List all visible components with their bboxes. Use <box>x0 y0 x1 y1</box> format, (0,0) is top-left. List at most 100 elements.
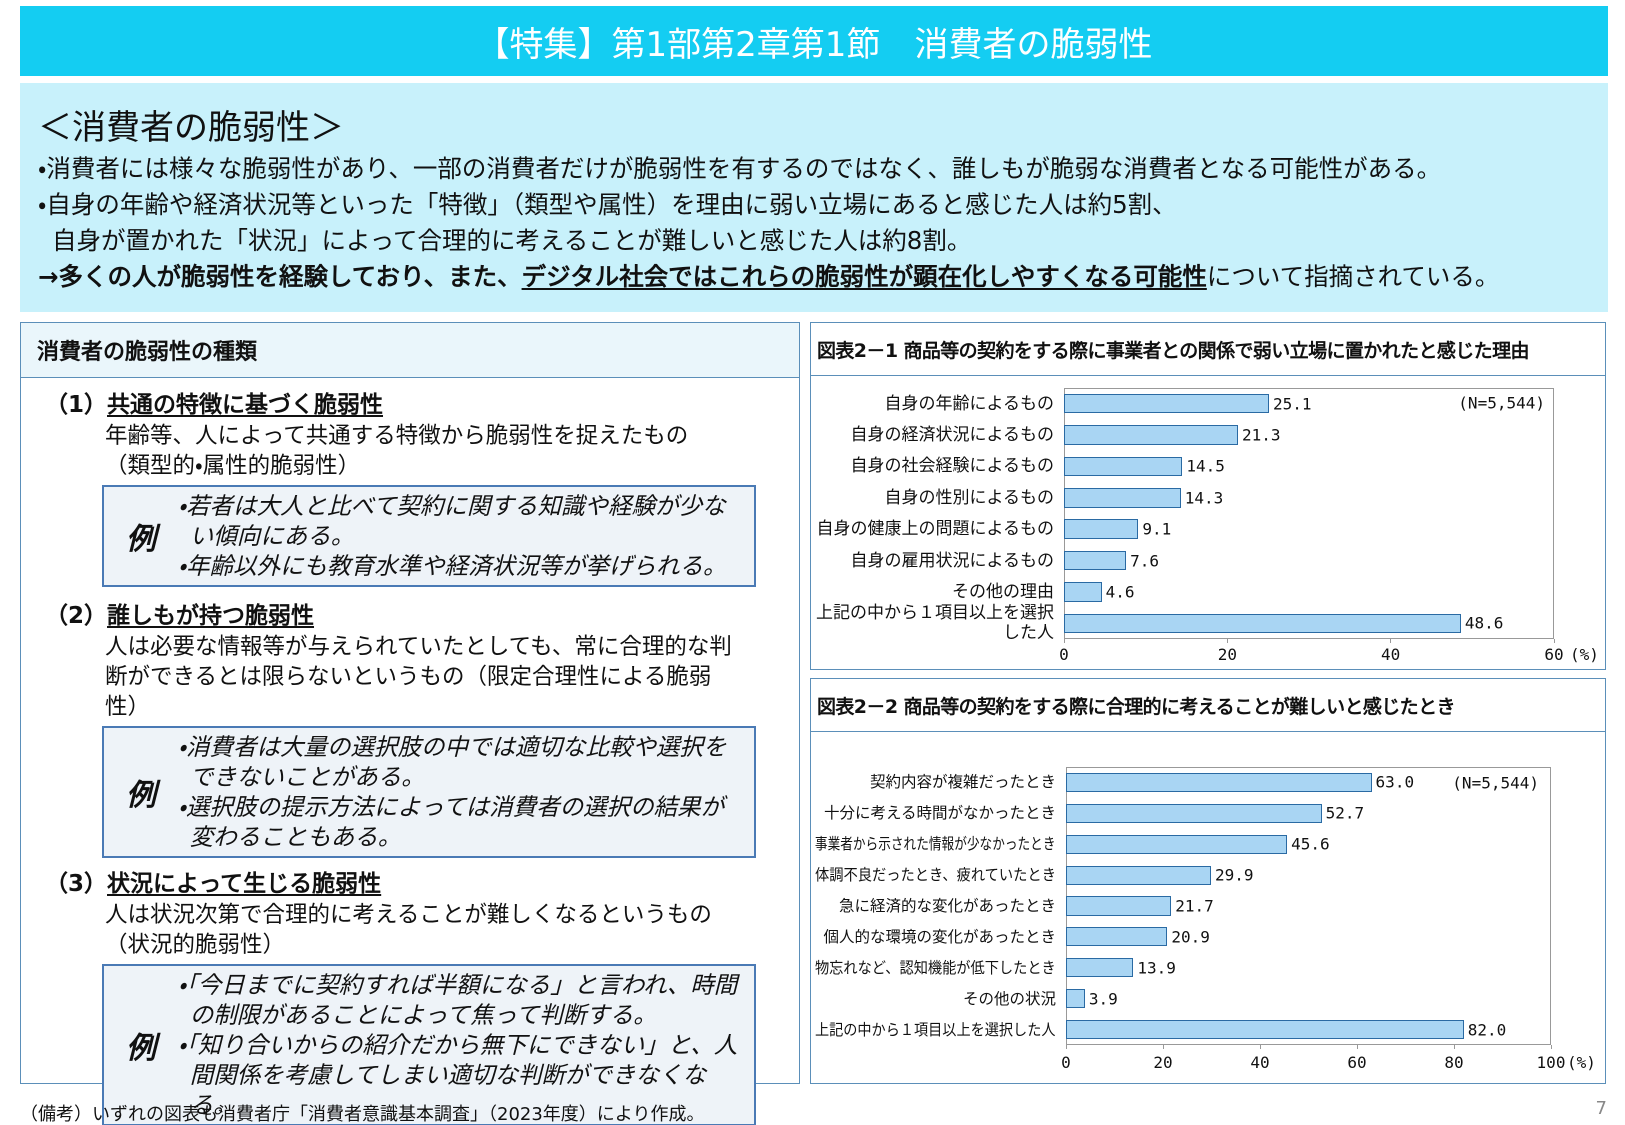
section-description: 年齢等、人によって共通する特徴から脆弱性を捉えたもの <box>105 423 689 449</box>
example-item: ・年齢以外にも教育水準や経済状況等が挙げられる。 <box>178 552 727 580</box>
x-tick-label: 60 <box>1544 645 1564 664</box>
example-box: 例・消費者は大量の選択肢の中では適切な比較や選択をできないことがある。 ・選択肢の… <box>102 726 756 858</box>
value-label: 48.6 <box>1464 613 1504 633</box>
category-label: 物忘れなど、認知機能が低下したとき <box>815 958 1056 977</box>
value-label: 14.5 <box>1186 456 1225 476</box>
bar <box>1066 803 1322 823</box>
example-label: 例 <box>126 522 156 557</box>
panel-title: 消費者の脆弱性の種類 <box>21 323 799 378</box>
category-label: 契約内容が複雑だったとき <box>869 773 1056 792</box>
value-label: 21.3 <box>1241 425 1281 445</box>
example-item: ・消費者は大量の選択肢の中では適切な比較や選択をできないことがある。 <box>178 733 727 791</box>
tick-mark <box>1162 1045 1164 1049</box>
section-title: 誰しもが持つ脆弱性 <box>107 603 315 629</box>
example-box: 例・「今日までに契約すれば半額になる」と言われ、時間の制限があることによって焦っ… <box>102 964 756 1125</box>
tick-mark <box>1356 1045 1358 1049</box>
sample-size-note: (N=5,544) <box>1458 393 1545 413</box>
x-tick-label: 40 <box>1381 645 1401 664</box>
x-tick-label: 20 <box>1217 645 1237 664</box>
summary-bullet: ・消費者には様々な脆弱性があり、一部の消費者だけが脆弱性を有するのではなく、誰し… <box>38 154 1442 183</box>
category-label: 自身の健康上の問題によるもの <box>816 519 1055 540</box>
section-heading: （3）状況によって生じる脆弱性 <box>45 868 799 900</box>
section-number: （2） <box>45 603 108 629</box>
tick-mark <box>1063 639 1065 643</box>
category-label: 十分に考える時間がなかったとき <box>823 804 1056 823</box>
example-list: ・消費者は大量の選択肢の中では適切な比較や選択をできないことがある。 ・選択肢の提… <box>178 732 746 852</box>
value-label: 63.0 <box>1375 772 1415 792</box>
sample-size-note: (N=5,544) <box>1452 773 1539 793</box>
section: （2）誰しもが持つ脆弱性 人は必要な情報等が与えられていたとしても、常に合理的な判… <box>21 600 799 858</box>
value-label: 25.1 <box>1272 394 1312 414</box>
value-label: 7.6 <box>1130 551 1159 571</box>
category-label: 自身の雇用状況によるもの <box>850 550 1055 571</box>
plot-frame <box>1064 388 1554 639</box>
bar <box>1064 582 1102 602</box>
summary-box: ＜消費者の脆弱性＞ ・消費者には様々な脆弱性があり、一部の消費者だけが脆弱性を有… <box>20 83 1608 312</box>
example-label: 例 <box>126 1031 156 1066</box>
section-description: 人は必要な情報等が与えられていたとしても、常に合理的な判断ができるとは限らないと… <box>105 634 732 720</box>
axis-unit: (%) <box>1570 645 1599 664</box>
bar <box>1064 613 1461 634</box>
vulnerability-types-panel: 消費者の脆弱性の種類 （1）共通の特徴に基づく脆弱性 年齢等、人によって共通する特… <box>20 322 800 1125</box>
category-label: 自身の性別によるもの <box>884 487 1055 508</box>
x-tick-label: 0 <box>1061 1053 1071 1072</box>
category-label: 急に経済的な変化があったとき <box>838 897 1056 915</box>
value-label: 4.6 <box>1105 582 1135 602</box>
bar <box>1064 425 1238 445</box>
section-description: （状況的脆弱性） <box>105 932 286 958</box>
page-number: 7 <box>1595 1098 1607 1119</box>
summary-bullet-continued: 自身が置かれた「状況」によって合理的に考えることが難しいと感じた人は約8割。 <box>52 226 972 255</box>
section-number: （1） <box>45 392 108 418</box>
section-description: 人は状況次第で合理的に考えることが難しくなるというもの <box>105 902 712 928</box>
category-label: 自身の経済状況によるもの <box>850 425 1055 446</box>
chart-title: 図表2－2 商品等の契約をする際に合理的に考えることが難しいと感じたとき <box>811 679 1605 732</box>
example-list: ・「今日までに契約すれば半額になる」と言われ、時間の制限があることによって焦って… <box>178 970 746 1120</box>
bar <box>1066 772 1372 792</box>
example-list: ・若者は大人と比べて契約に関する知識や経験が少ない傾向にある。 ・年齢以外にも教育… <box>178 491 746 581</box>
section-heading: （1）共通の特徴に基づく脆弱性 <box>45 389 799 421</box>
tick-mark <box>1553 639 1555 643</box>
x-tick-label: 0 <box>1059 645 1069 664</box>
section-heading: （2）誰しもが持つ脆弱性 <box>45 600 799 632</box>
tick-mark <box>1226 639 1228 643</box>
value-label: 14.3 <box>1184 488 1224 508</box>
value-label: 45.6 <box>1291 834 1330 854</box>
category-label: 自身の年齢によるもの <box>884 393 1055 414</box>
sections: （1）共通の特徴に基づく脆弱性 年齢等、人によって共通する特徴から脆弱性を捉えたも… <box>21 389 799 1125</box>
category-label: その他の理由 <box>952 581 1054 602</box>
value-label: 52.7 <box>1325 803 1365 823</box>
section: （1）共通の特徴に基づく脆弱性 年齢等、人によって共通する特徴から脆弱性を捉えたも… <box>21 389 799 587</box>
chart-panel: 図表2－1 商品等の契約をする際に事業者との関係で弱い立場に置かれたと感じた理由… <box>810 322 1606 670</box>
source-note: （備考）いずれの図表も消費者庁「消費者意識基本調査」（2023年度）により作成。 <box>20 1104 705 1125</box>
example-item: ・選択肢の提示方法によっては消費者の選択の結果が変わることもある。 <box>178 793 725 851</box>
bar <box>1066 989 1085 1009</box>
value-label: 9.1 <box>1142 519 1172 539</box>
header-title: 【特集】第1部第2章第1節 消費者の脆弱性 <box>475 24 1153 65</box>
bar <box>1064 393 1269 414</box>
summary-heading: ＜消費者の脆弱性＞ <box>38 108 344 148</box>
bar <box>1064 550 1127 571</box>
conclusion-suffix: について指摘されている。 <box>1206 262 1500 291</box>
tick-mark <box>1550 1045 1552 1049</box>
bar <box>1064 488 1181 508</box>
section-description: （類型的・属性的脆弱性） <box>105 453 361 479</box>
bar <box>1064 456 1183 477</box>
value-label: 3.9 <box>1088 989 1118 1009</box>
category-label: 個人的な環境の変化があったとき <box>823 927 1056 946</box>
section-title: 状況によって生じる脆弱性 <box>107 871 382 897</box>
header-bar: 【特集】第1部第2章第1節 消費者の脆弱性 <box>20 6 1608 76</box>
tick-mark <box>1453 1045 1455 1049</box>
bar <box>1066 834 1288 854</box>
value-label: 21.7 <box>1175 896 1214 916</box>
category-label: 上記の中から１項目以上を選択した人 <box>815 1020 1056 1039</box>
x-tick-label: 40 <box>1250 1053 1270 1072</box>
bar <box>1066 927 1168 947</box>
section-number: （3） <box>45 871 108 897</box>
section-title: 共通の特徴に基づく脆弱性 <box>107 392 384 418</box>
x-tick-label: 20 <box>1153 1053 1173 1072</box>
x-tick-label: 80 <box>1444 1053 1464 1072</box>
example-item: ・「知り合いからの紹介だから無下にできない」と、人間関係を考慮してしまい適切な判… <box>178 1031 738 1119</box>
bar <box>1066 1019 1464 1040</box>
tick-mark <box>1259 1045 1261 1049</box>
example-label: 例 <box>126 778 156 813</box>
